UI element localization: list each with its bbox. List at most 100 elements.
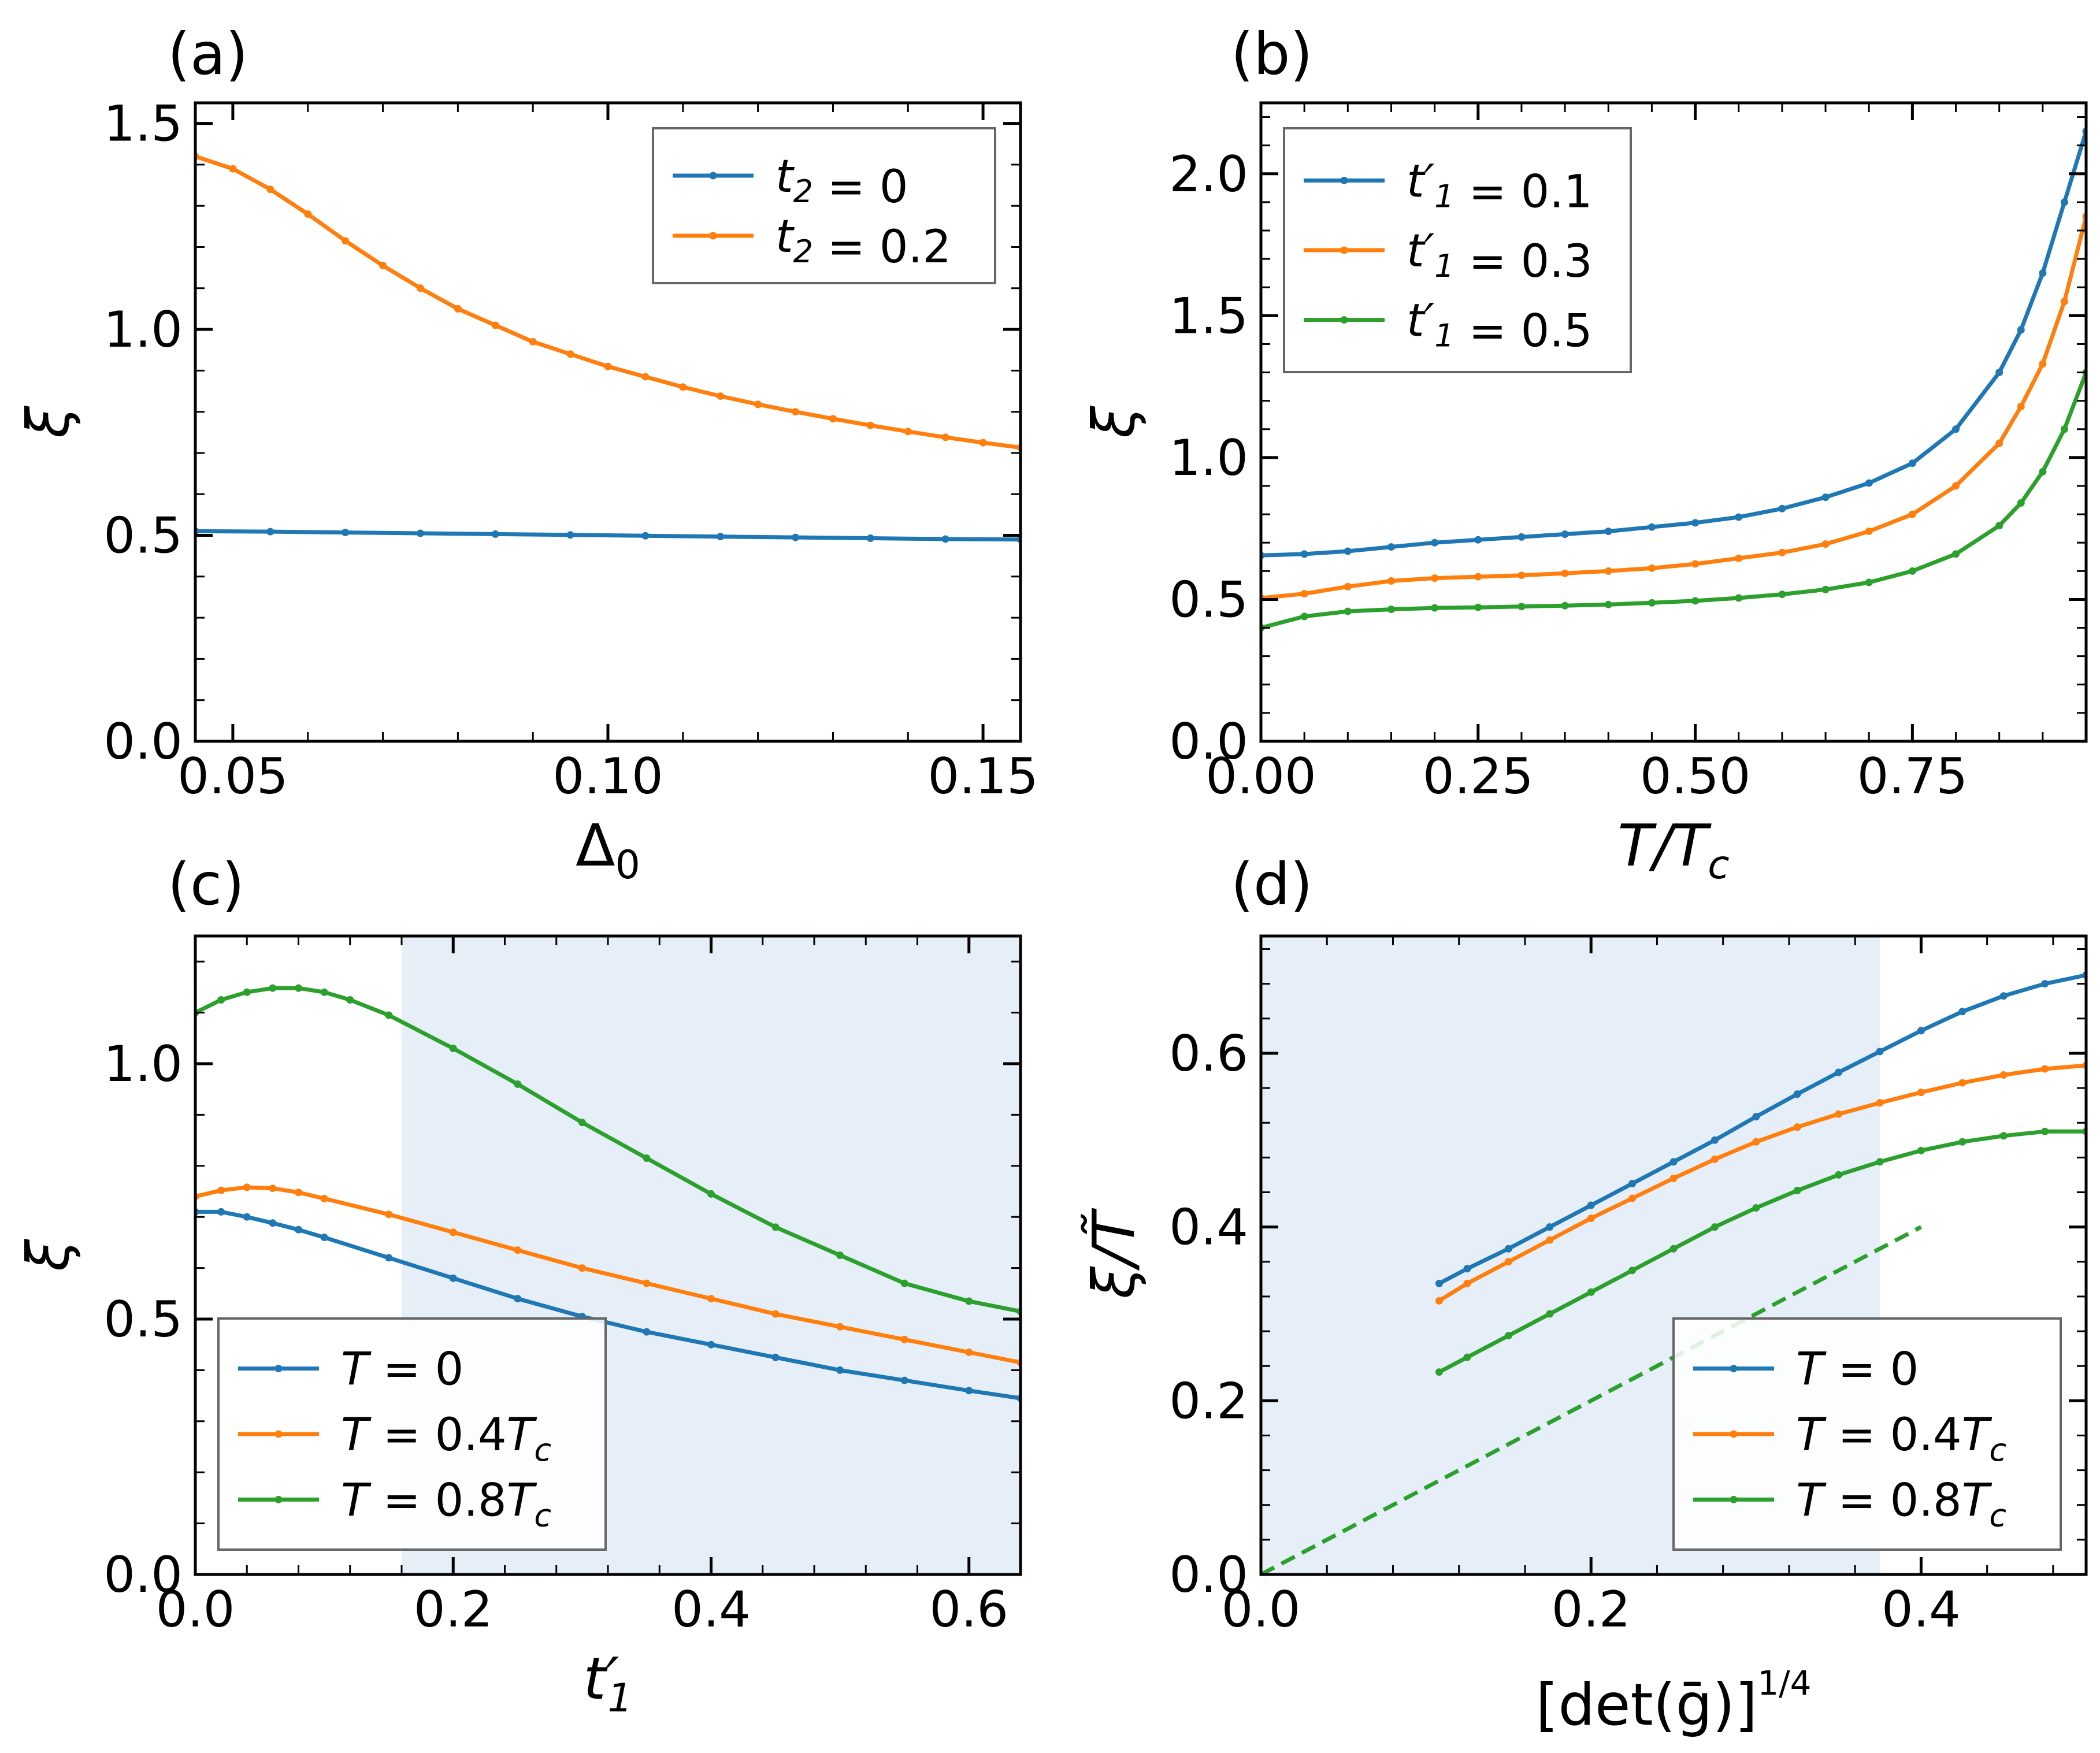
data-point	[1917, 1089, 1925, 1097]
x-tick-label: 0.2	[1552, 1581, 1631, 1639]
data-point	[454, 304, 462, 313]
data-point	[643, 1154, 651, 1163]
data-point	[641, 532, 650, 540]
y-tick-label: 0.6	[1169, 1025, 1248, 1083]
data-point	[1628, 1194, 1637, 1202]
data-point	[1648, 599, 1656, 607]
legend-entry: T = 0.8Tc	[1796, 1475, 2006, 1533]
legend: t2 = 0t2 = 0.2	[652, 127, 996, 284]
data-point	[1952, 550, 1960, 558]
data-point	[379, 262, 387, 270]
legend-entry: T = 0.4Tc	[341, 1409, 551, 1468]
data-point	[449, 1044, 457, 1052]
data-point	[385, 1210, 393, 1219]
data-point	[904, 428, 912, 436]
data-point	[1546, 1310, 1554, 1318]
data-point	[1691, 560, 1700, 568]
data-point	[1546, 1223, 1554, 1231]
data-point	[2017, 499, 2025, 507]
data-point	[866, 421, 874, 429]
y-tick-label: 1.0	[103, 301, 183, 359]
data-point	[1344, 607, 1352, 615]
x-tick-label: 0.0	[156, 1581, 235, 1639]
data-point	[1835, 1171, 1843, 1179]
legend-entry: t′1 = 0.5	[1407, 295, 1593, 358]
data-point	[1995, 439, 2003, 447]
data-point	[836, 1366, 844, 1374]
data-point	[643, 1328, 651, 1336]
data-point	[1876, 1099, 1884, 1107]
legend: T = 0 T = 0.4Tc T = 0.8Tc	[1672, 1317, 2062, 1551]
data-point	[529, 337, 537, 346]
x-tick-label: 0.75	[1857, 748, 1968, 805]
data-point	[900, 1376, 908, 1384]
data-point	[1474, 573, 1482, 581]
data-point	[2041, 1127, 2049, 1135]
data-point	[771, 1310, 780, 1318]
data-point	[1518, 533, 1526, 541]
data-point	[514, 1080, 522, 1088]
data-point	[1463, 1265, 1471, 1273]
data-point	[1587, 1215, 1595, 1223]
data-point	[2039, 360, 2047, 368]
data-point	[578, 1264, 586, 1272]
series-orange	[1261, 212, 2086, 602]
y-tick-label: 2.0	[1169, 146, 1248, 203]
data-point	[243, 988, 251, 996]
data-point	[1778, 548, 1786, 556]
data-point	[342, 237, 350, 245]
data-point	[342, 529, 350, 537]
y-tick-label: 0.0	[1169, 713, 1248, 771]
data-point	[514, 1295, 522, 1303]
y-axis-label: ξ/T̃	[1080, 1208, 1148, 1299]
data-point	[266, 185, 274, 194]
data-point	[491, 321, 499, 329]
legend-marker	[1730, 1495, 1738, 1503]
panel-label: (d)	[1231, 850, 1313, 918]
series-line	[1261, 131, 2086, 558]
y-axis-label: ξ	[1080, 405, 1148, 439]
plot-frame	[1259, 934, 2088, 1576]
data-point	[1821, 493, 1830, 502]
x-tick-label: 0.6	[929, 1581, 1008, 1639]
data-point	[717, 392, 725, 400]
data-point	[449, 1228, 457, 1236]
data-point	[1300, 612, 1308, 621]
data-point	[771, 1223, 780, 1231]
series-line	[1261, 372, 2086, 630]
legend-entry: t′1 = 0.3	[1407, 225, 1593, 288]
legend-marker	[274, 1365, 283, 1373]
data-point	[1908, 567, 1916, 575]
panel-label: (a)	[168, 20, 248, 88]
data-point	[1518, 603, 1526, 611]
series-green	[1435, 1127, 2086, 1376]
data-point	[1435, 1297, 1443, 1305]
data-point	[1387, 543, 1395, 551]
x-tick-label: 0.2	[414, 1581, 493, 1639]
data-point	[229, 165, 237, 173]
data-point	[1669, 1158, 1678, 1166]
data-point	[1628, 1179, 1637, 1187]
data-point	[1995, 369, 2003, 377]
panel-a: 0.05 0.10 0.15 0.0 0.5 1.0 1.5 (a) Δ0 ξ t2 = 0t2 =…	[14, 20, 1038, 888]
data-point	[643, 1279, 651, 1287]
data-point	[866, 534, 874, 543]
data-point	[1504, 1245, 1512, 1253]
data-point	[2017, 326, 2025, 334]
data-point	[1300, 550, 1308, 558]
data-point	[1752, 1204, 1760, 1212]
legend-marker	[1340, 176, 1348, 184]
data-point	[1735, 513, 1743, 521]
data-point	[1995, 522, 2003, 530]
data-point	[1752, 1113, 1760, 1121]
x-tick-label: 0.05	[177, 748, 288, 805]
legend-marker	[274, 1495, 283, 1503]
data-point	[1735, 554, 1743, 562]
data-point	[707, 1295, 715, 1303]
reference-line	[1261, 1225, 1923, 1574]
data-point	[1865, 479, 1873, 487]
data-point	[1778, 504, 1786, 512]
data-point	[295, 1225, 302, 1234]
data-point	[1917, 1027, 1925, 1035]
series-line	[195, 529, 1021, 542]
